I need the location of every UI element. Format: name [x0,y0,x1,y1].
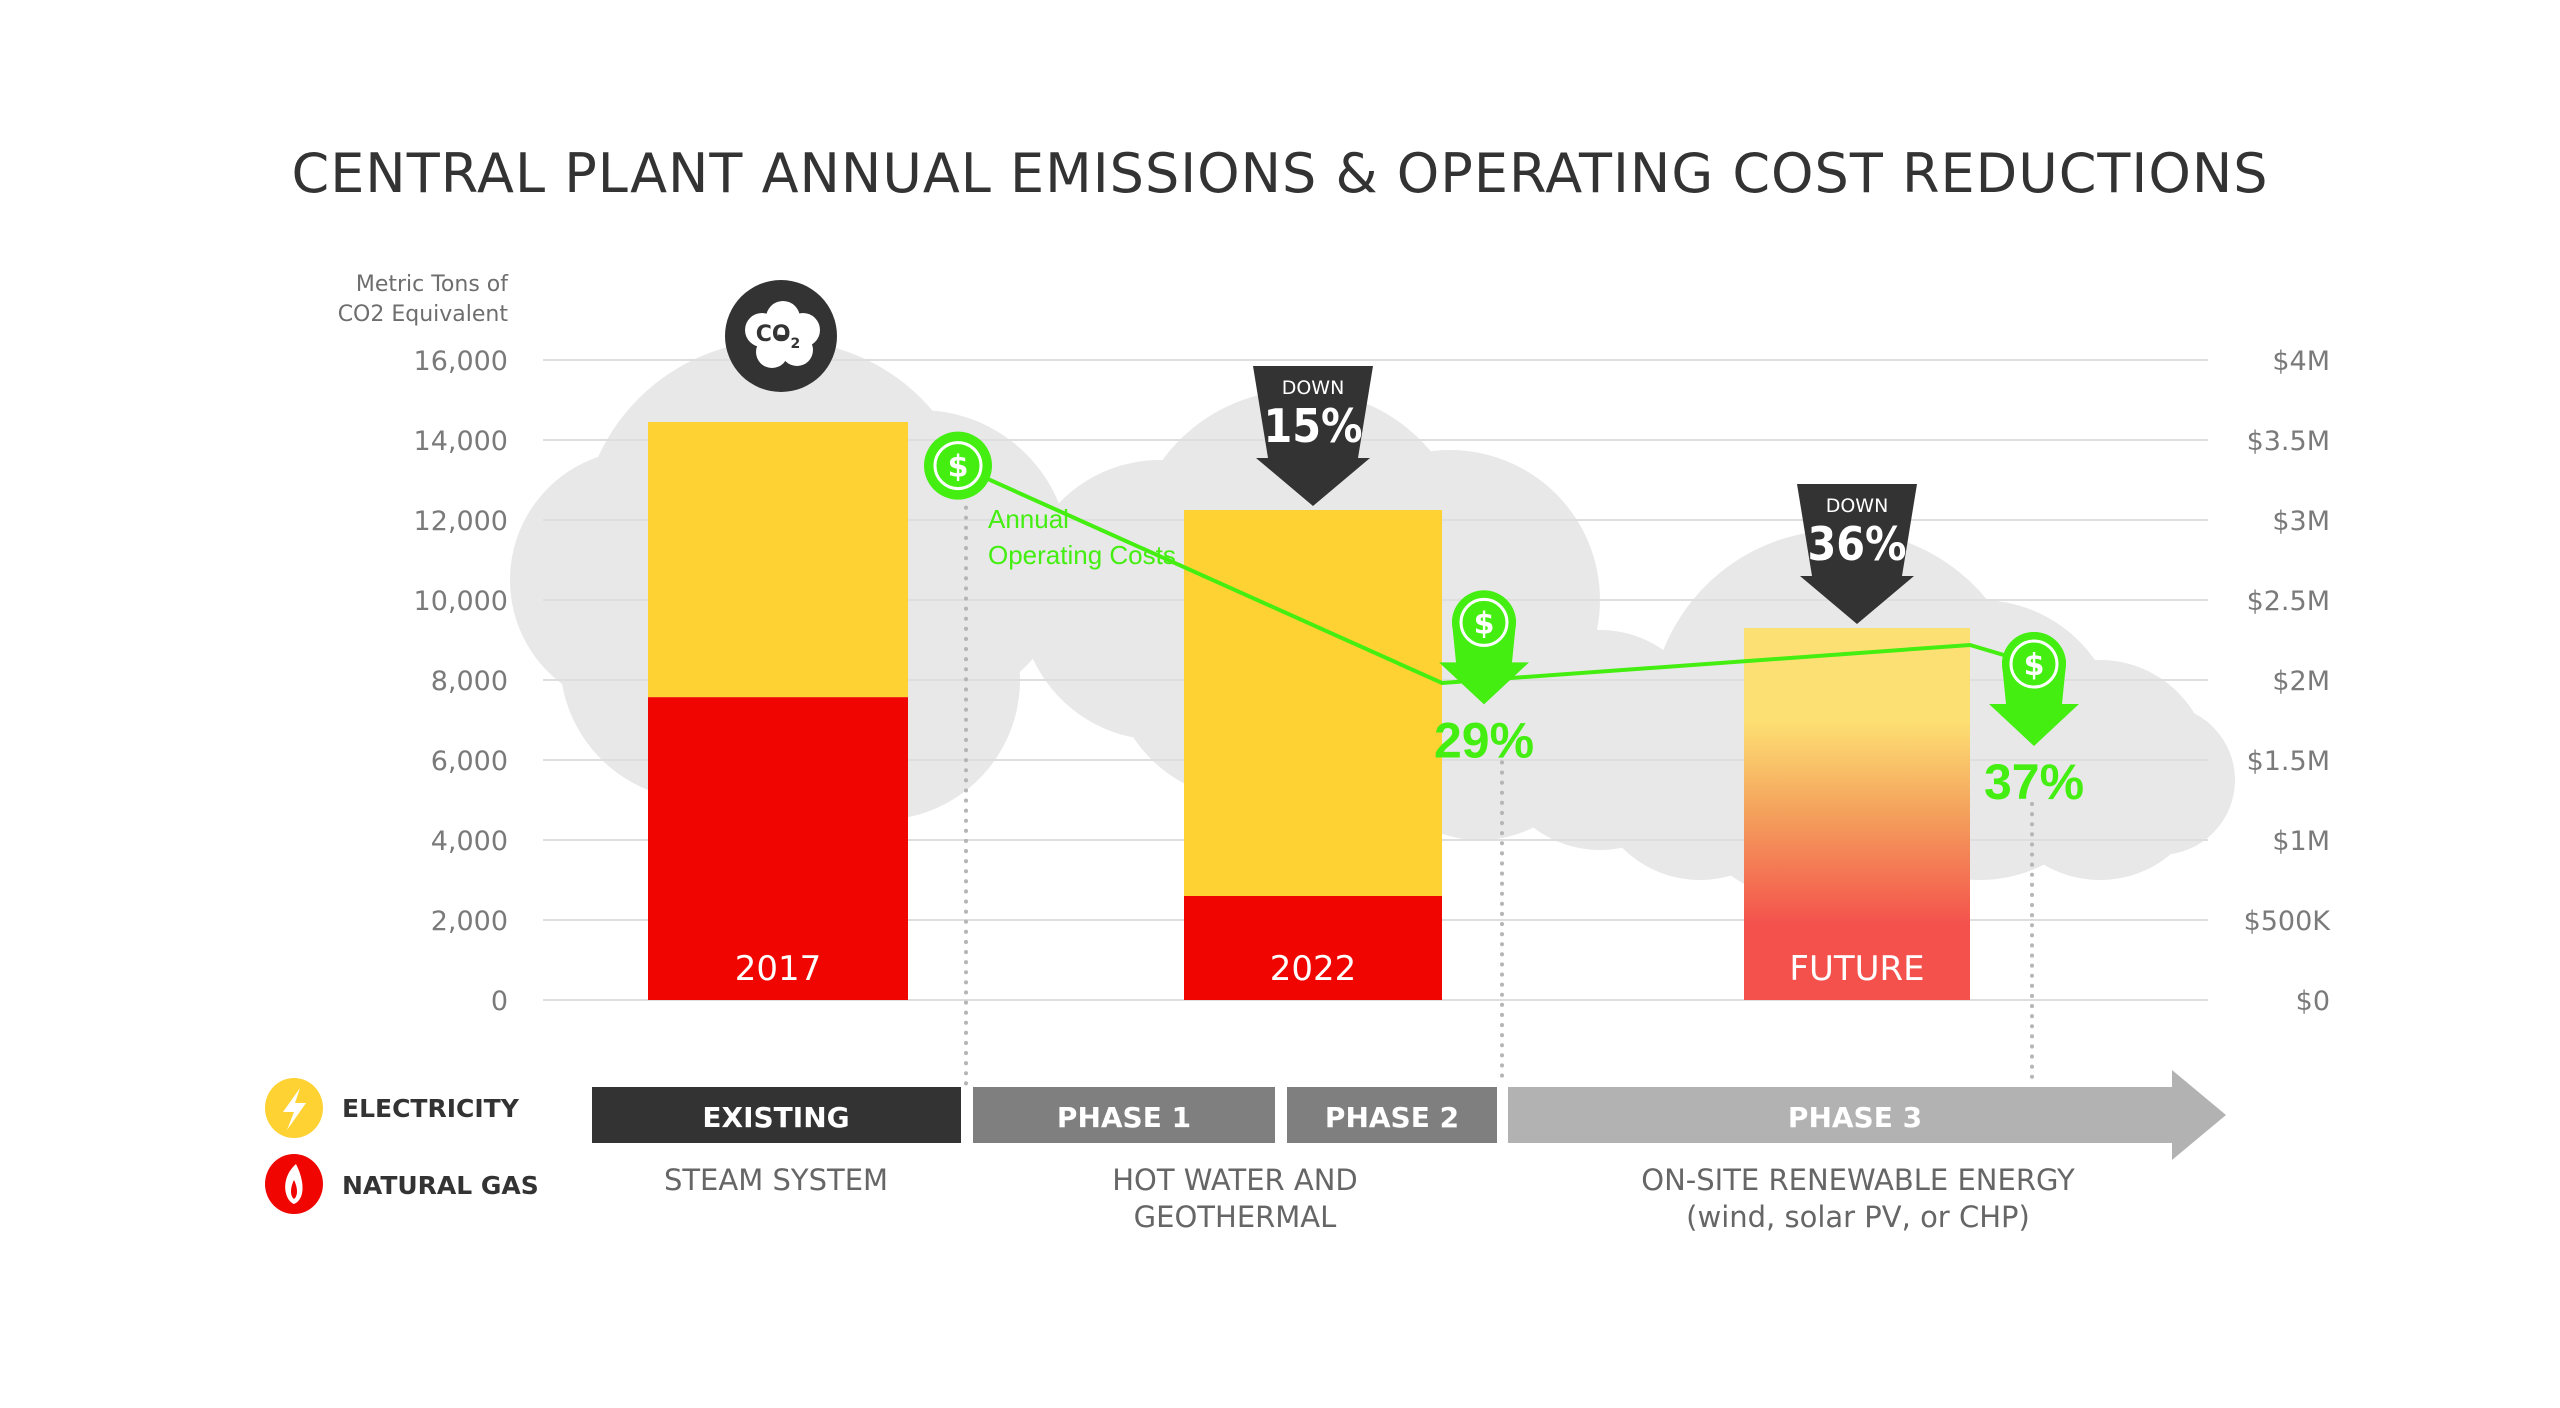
phase-label-1: PHASE 1 [1057,1101,1191,1134]
y2-tick-label: $3.5M [2247,426,2330,457]
legend-item-electricity: ELECTRICITY [265,1078,520,1138]
dollar-sign: $ [948,450,969,485]
dollar-sign: $ [1474,606,1495,641]
bar-segment-natural-gas [1184,896,1442,1000]
cost-line-label-1: Annual [988,504,1069,534]
y-tick-label: 4,000 [431,826,508,857]
dollar-icon: $ [924,431,992,500]
emission-reduction-value: 36% [1807,517,1906,571]
phase-bar-existing [592,1087,961,1143]
emission-reduction-value: 15% [1263,399,1362,453]
bars: 2017 2022 FUTURE [648,422,1970,1000]
y-tick-label: 10,000 [414,586,508,617]
down-label: DOWN [1282,377,1345,399]
dollar-ring [1459,597,1509,647]
legend-label-natural-gas: NATURAL GAS [342,1171,539,1200]
y2-tick-label: $3M [2272,506,2330,537]
y2-tick-label: $2.5M [2247,586,2330,617]
y2-tick-label: $500K [2244,906,2332,937]
bar-future [1744,628,1970,1000]
y-tick-label: 6,000 [431,746,508,777]
phase-desc-phase12-line-2: GEOTHERMAL [1134,1200,1337,1234]
co2-cloud-icon: CO2 [725,280,837,392]
bar-segment-electricity [1184,510,1442,896]
dollar-down-arrow-icon: $ [1439,590,1529,705]
y2-axis-ticks: $0 $500K $1M $1.5M $2M $2.5M $3M $3.5M $4M [2244,346,2332,1017]
phase-connectors [964,505,2034,1087]
phase-bar-3-arrow [1508,1070,2226,1160]
y2-tick-label: $2M [2272,666,2330,697]
legend-label-electricity: ELECTRICITY [342,1094,520,1123]
cost-line-path [957,463,2035,686]
bar-category-label: 2017 [735,949,822,989]
y-tick-label: 8,000 [431,666,508,697]
dollar-sign: $ [2024,648,2045,683]
phase-bar-2 [1287,1087,1497,1143]
phase-desc-phase12-line-1: HOT WATER AND [1112,1163,1358,1197]
dollar-ring [2009,639,2059,689]
legend: ELECTRICITY NATURAL GAS [265,1078,539,1214]
co2-text: CO2 [756,322,801,352]
dollar-down-arrow-icon: $ [1989,632,2079,746]
flame-icon [265,1154,323,1214]
y-axis-ticks: 0 2,000 4,000 6,000 8,000 10,000 12,000 14,000 1… [414,346,508,1017]
bar-category-label: FUTURE [1789,949,1924,989]
down-arrow-shape [1253,366,1373,506]
phase-label-2: PHASE 2 [1325,1101,1459,1134]
y2-tick-label: $4M [2272,346,2330,377]
y-axis-title-line-2: CO2 Equivalent [338,302,509,327]
phase-desc-phase3-line-1: ON-SITE RENEWABLE ENERGY [1641,1163,2075,1197]
phase-desc-phase3-line-2: (wind, solar PV, or CHP) [1686,1200,2030,1234]
y-tick-label: 16,000 [414,346,508,377]
y-tick-label: 2,000 [431,906,508,937]
cost-reduction-label: 29% [1434,712,1534,768]
y2-tick-label: $1M [2272,826,2330,857]
y-tick-label: 14,000 [414,426,508,457]
legend-item-natural-gas: NATURAL GAS [265,1154,539,1214]
down-label: DOWN [1826,495,1889,517]
dollar-ring [933,441,983,491]
cost-line: $ $29% $37% [924,431,2084,810]
y-axis-title-line-1: Metric Tons of [356,272,509,297]
y-tick-label: 0 [491,986,508,1017]
y2-tick-label: $1.5M [2247,746,2330,777]
bar-segment-natural-gas [648,697,908,1000]
bar-segment-electricity [648,422,908,698]
cost-line-label-2: Operating Costs [988,540,1176,570]
phase-label-3: PHASE 3 [1788,1101,1922,1134]
cloud-lobe [2085,705,2235,855]
phase-bar-1 [973,1087,1275,1143]
y-tick-label: 12,000 [414,506,508,537]
timeline: EXISTING PHASE 1 PHASE 2 PHASE 3 STEAM S… [592,1070,2226,1234]
chart-title: CENTRAL PLANT ANNUAL EMISSIONS & OPERATI… [291,142,2268,205]
bar-category-label: 2022 [1270,949,1357,989]
phase-label-existing: EXISTING [702,1101,849,1134]
down-arrow-shape [1797,484,1917,624]
y2-tick-label: $0 [2296,986,2330,1017]
phase-desc-existing: STEAM SYSTEM [664,1163,888,1197]
cost-reduction-label: 37% [1984,754,2084,810]
